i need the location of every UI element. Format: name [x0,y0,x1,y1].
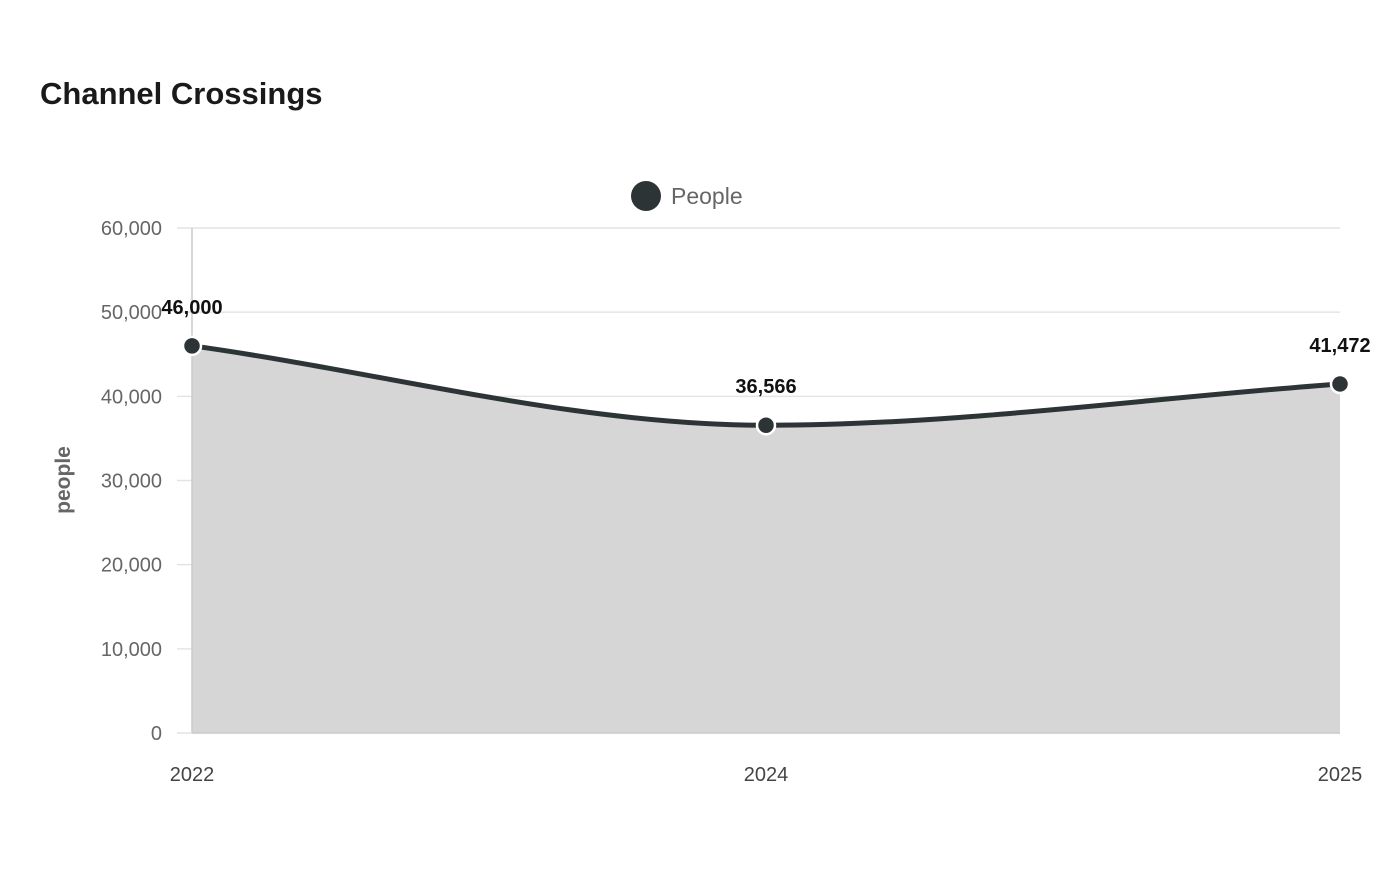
data-point [181,335,203,357]
y-tick-label: 20,000 [101,555,162,577]
data-label: 46,000 [161,297,222,319]
y-tick-label: 40,000 [101,386,162,408]
y-tick-label: 0 [151,723,162,745]
y-axis-label: people [52,446,75,514]
legend[interactable]: People [631,181,743,211]
x-tick-label: 2024 [744,764,789,786]
y-axis-ticks: 0 10,000 20,000 30,000 40,000 50,000 60,000 [101,218,162,745]
data-label: 36,566 [735,376,796,398]
series-area-fill [192,345,1340,733]
x-tick-label: 2022 [170,764,215,786]
x-axis-ticks: 2022 2024 2025 [170,764,1363,786]
chart-title: Channel Crossings [40,76,323,111]
data-point [755,414,777,436]
legend-label-people: People [671,183,743,209]
data-points: 46,000 36,566 41,472 [161,297,1371,436]
legend-marker-people [631,181,661,211]
y-tick-label: 30,000 [101,471,162,493]
data-label: 41,472 [1309,335,1370,357]
y-tick-label: 50,000 [101,302,162,324]
x-tick-label: 2025 [1318,764,1363,786]
y-tick-label: 60,000 [101,218,162,240]
data-point [1329,373,1351,395]
y-tick-label: 10,000 [101,639,162,661]
